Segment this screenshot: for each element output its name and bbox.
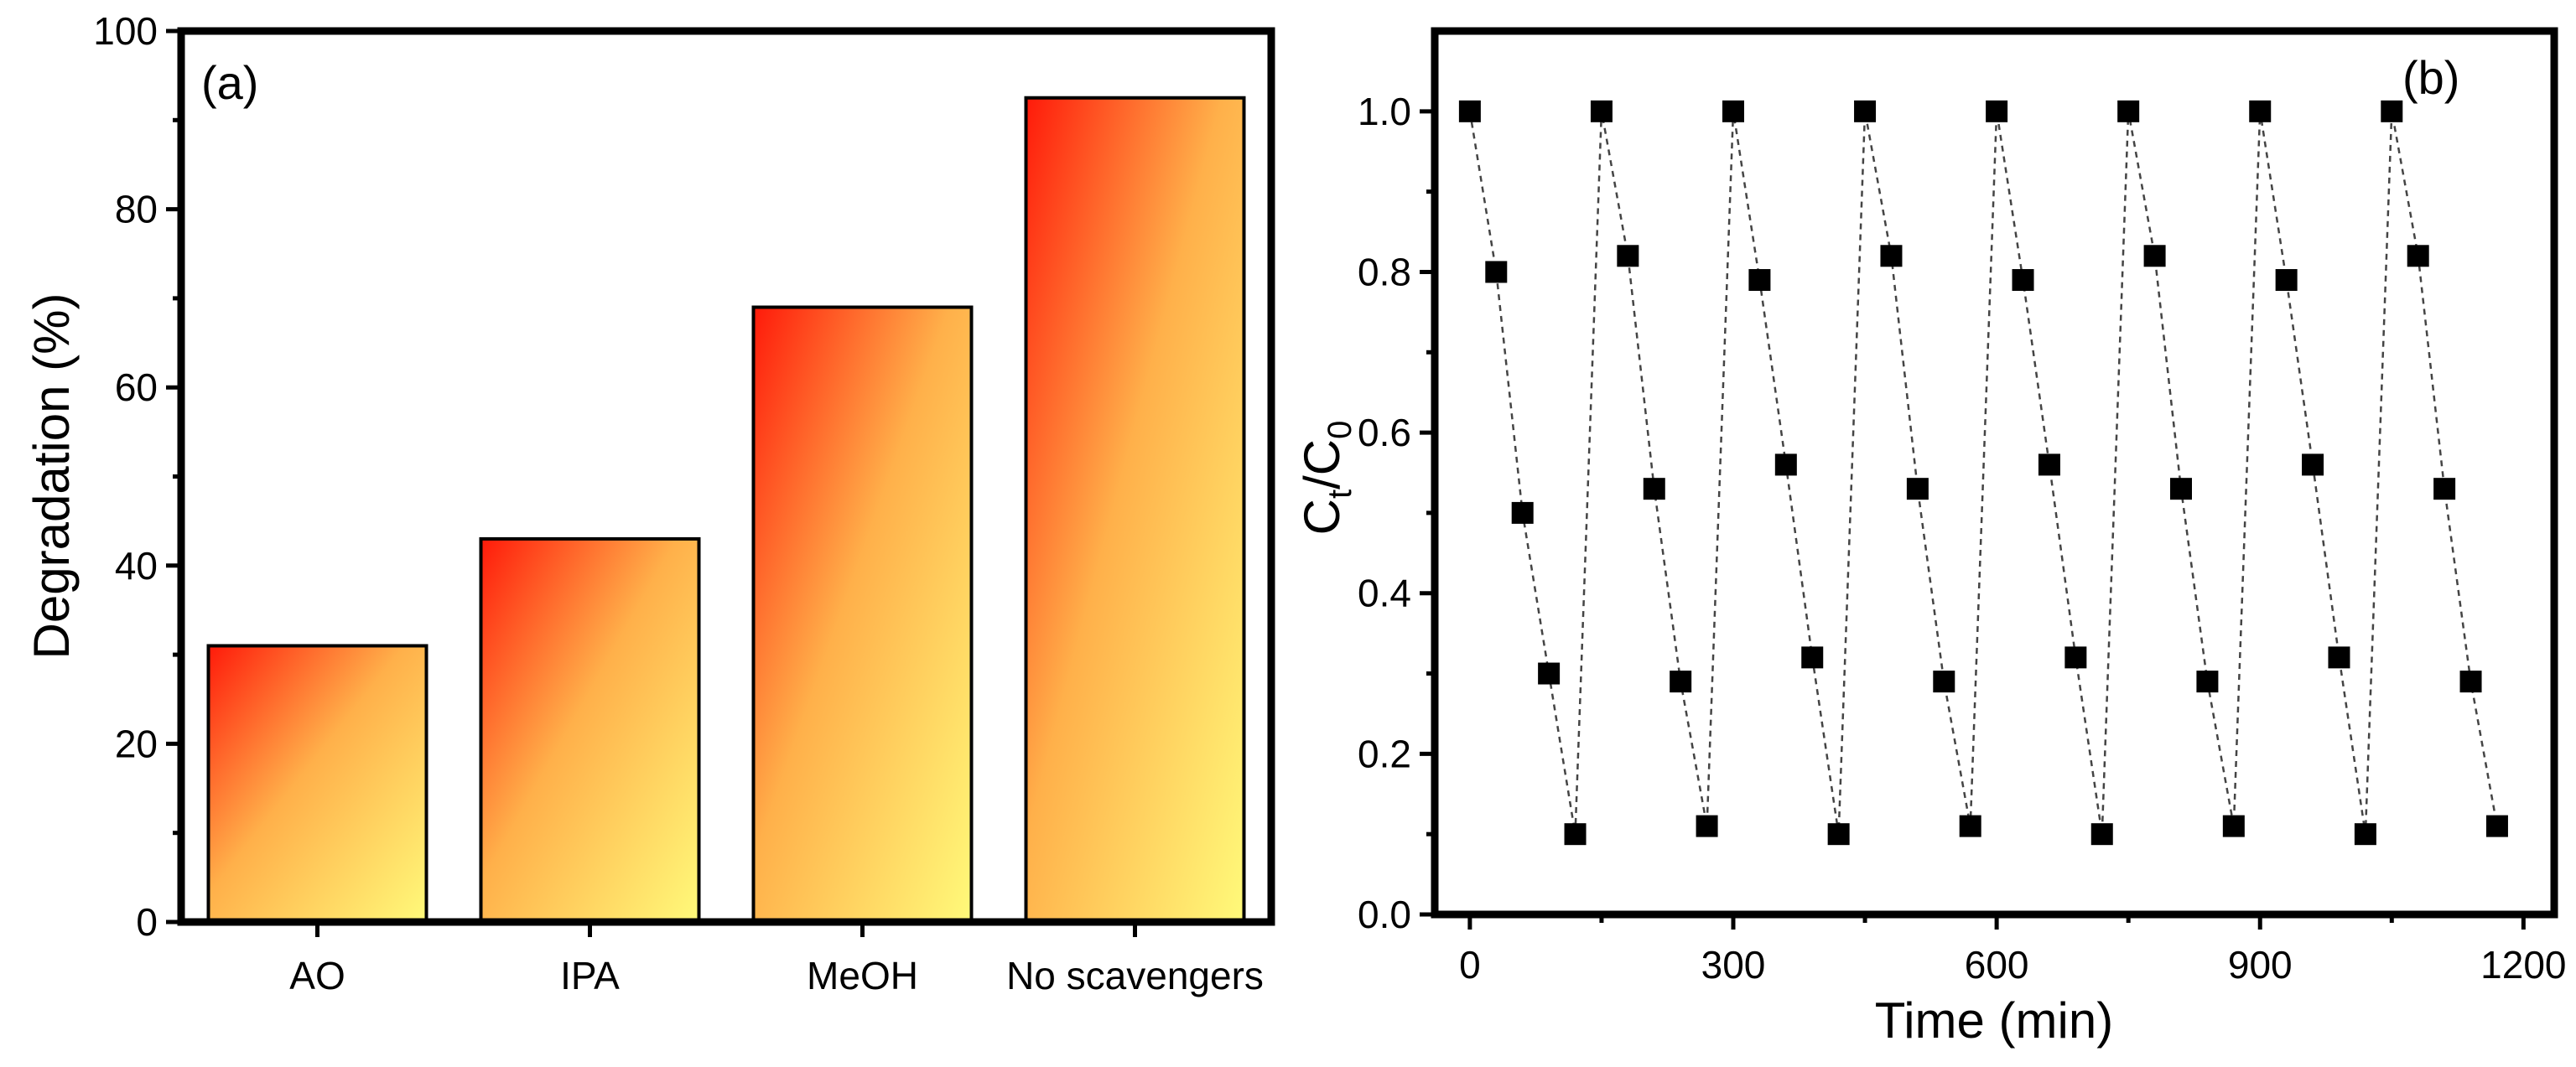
panel-a-y-ticks: 0 20 40 60 80 100 <box>93 9 181 944</box>
data-point <box>1485 261 1508 283</box>
x-tick-label: 900 <box>2228 943 2293 987</box>
data-point <box>2249 100 2272 122</box>
y-tick-label: 60 <box>115 365 158 409</box>
data-point <box>1511 501 1534 524</box>
data-point <box>1880 245 1903 267</box>
y-tick-label: 20 <box>115 722 158 765</box>
data-point <box>1696 815 1718 837</box>
data-point <box>1986 100 2008 122</box>
data-point <box>2064 646 2087 669</box>
panel-a-x-ticks: AO IPA MeOH No scavengers <box>289 922 1264 997</box>
panel-b-y-ticks: 0.0 0.2 0.4 0.6 0.8 1.0 <box>1358 90 1435 936</box>
data-point <box>2196 671 2219 693</box>
data-point <box>2222 815 2245 837</box>
data-point <box>2485 815 2508 837</box>
bar-meoh <box>751 305 974 924</box>
bar-ao <box>206 644 428 924</box>
data-point <box>1564 823 1587 846</box>
data-point <box>2275 269 2298 292</box>
data-point <box>1906 478 1929 500</box>
y-tick-label: 0.0 <box>1358 893 1411 936</box>
panel-b-plot-frame <box>1431 27 2558 919</box>
bar-no-scavengers <box>1024 96 1246 925</box>
data-point <box>1959 815 1981 837</box>
data-point <box>2459 671 2482 693</box>
y-tick-label: 0.8 <box>1358 250 1411 293</box>
data-point <box>1458 100 1481 122</box>
data-point <box>1722 100 1744 122</box>
x-tick-label: MeOH <box>807 954 918 997</box>
x-tick-label: 0 <box>1459 943 1481 987</box>
x-tick-label: 300 <box>1701 943 1766 987</box>
bar-ipa <box>479 536 701 924</box>
data-point <box>1590 100 1613 122</box>
x-tick-label: AO <box>289 954 345 997</box>
data-point <box>2038 453 2060 476</box>
data-point <box>2170 478 2192 500</box>
data-point <box>1748 269 1771 292</box>
x-tick-label: IPA <box>560 954 620 997</box>
panel-b-x-ticks: 0 300 600 900 1200 <box>1459 914 2567 987</box>
panel-b-y-axis-title: Ct/C0 <box>1294 421 1358 536</box>
y-tick-label: 1.0 <box>1358 90 1411 133</box>
data-point <box>2328 646 2350 669</box>
y-tick-label: 40 <box>115 544 158 588</box>
data-point <box>1670 671 1692 693</box>
y-title-sub-t: t <box>1322 489 1358 499</box>
x-tick-label: 600 <box>1965 943 2029 987</box>
panel-a-label: (a) <box>201 56 258 109</box>
x-tick-label: No scavengers <box>1006 954 1264 997</box>
data-point <box>2407 245 2429 267</box>
data-point <box>2012 269 2034 292</box>
panel-b-label: (b) <box>2402 51 2459 104</box>
data-point <box>2381 100 2403 122</box>
data-point <box>2090 823 2113 846</box>
y-tick-label: 0.6 <box>1358 411 1411 454</box>
data-point <box>1774 453 1797 476</box>
data-point <box>1801 646 1824 669</box>
data-point <box>2354 823 2376 846</box>
y-tick-label: 100 <box>93 9 158 53</box>
data-point <box>2302 453 2324 476</box>
panel-a-bars <box>206 96 1246 925</box>
data-point <box>2433 478 2456 500</box>
y-tick-label: 0 <box>136 900 158 944</box>
y-title-sub-0: 0 <box>1322 421 1358 439</box>
x-tick-label: 1200 <box>2480 943 2566 987</box>
y-title-c: C <box>1294 499 1350 535</box>
data-point <box>1617 245 1639 267</box>
panel-b-scatter-chart: 0.0 0.2 0.4 0.6 0.8 1.0 0 300 600 900 1200 (b) Ti… <box>1294 27 2567 1049</box>
y-tick-label: 80 <box>115 188 158 231</box>
panel-b-x-axis-title: Time (min) <box>1875 992 2113 1049</box>
y-tick-label: 0.2 <box>1358 732 1411 775</box>
panel-b-points <box>1458 100 2508 846</box>
panel-a-y-axis-title: Degradation (%) <box>23 293 80 660</box>
y-tick-label: 0.4 <box>1358 572 1411 615</box>
data-point <box>1933 671 1955 693</box>
data-point <box>1827 823 1850 846</box>
data-point <box>2117 100 2140 122</box>
panel-b-series-line <box>1468 111 2499 835</box>
data-point <box>2143 245 2166 267</box>
y-title-slash-c: /C <box>1294 439 1350 489</box>
data-point <box>1854 100 1877 122</box>
data-point <box>1538 662 1561 685</box>
data-point <box>1643 478 1665 500</box>
